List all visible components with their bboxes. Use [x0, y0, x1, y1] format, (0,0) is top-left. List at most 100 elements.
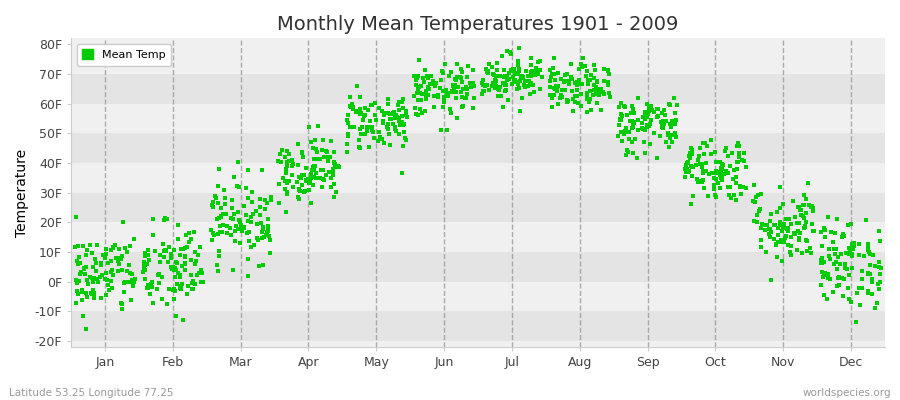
Point: [453, 74, 467, 80]
Point: [292, 174, 306, 181]
Point: [814, 229, 828, 236]
Point: [515, 72, 529, 79]
Point: [246, 211, 260, 218]
Point: [68, 214, 83, 221]
Point: [739, 164, 753, 170]
Point: [157, 247, 171, 254]
Point: [706, 182, 721, 188]
Point: [169, 313, 184, 319]
Point: [231, 217, 246, 224]
Point: [842, 272, 857, 278]
Point: [482, 87, 496, 94]
Point: [184, 236, 198, 243]
Point: [555, 93, 570, 100]
Point: [714, 184, 728, 191]
Point: [173, 274, 187, 280]
Point: [212, 248, 226, 254]
Point: [182, 239, 196, 246]
Point: [418, 88, 433, 94]
Point: [580, 90, 594, 96]
Point: [104, 258, 118, 264]
Point: [814, 260, 829, 267]
Point: [415, 109, 429, 116]
Point: [383, 142, 398, 148]
Point: [450, 74, 464, 80]
Point: [114, 253, 129, 259]
Point: [89, 268, 104, 274]
Point: [684, 144, 698, 151]
Point: [497, 67, 511, 74]
Point: [381, 110, 395, 116]
Point: [341, 132, 356, 139]
Point: [400, 114, 414, 121]
Point: [354, 110, 368, 116]
Point: [331, 164, 346, 170]
Point: [580, 77, 595, 84]
Point: [831, 254, 845, 260]
Point: [170, 260, 184, 266]
Point: [448, 76, 463, 82]
Point: [434, 77, 448, 83]
Point: [587, 62, 601, 68]
Point: [638, 116, 652, 122]
Point: [138, 276, 152, 282]
Point: [326, 169, 340, 175]
Point: [507, 66, 521, 73]
Point: [446, 88, 460, 94]
Point: [504, 66, 518, 73]
Point: [773, 218, 788, 225]
Point: [459, 86, 473, 92]
Point: [241, 273, 256, 280]
Point: [550, 88, 564, 95]
Point: [737, 150, 751, 156]
Point: [816, 259, 831, 265]
Point: [511, 84, 526, 91]
Point: [440, 90, 454, 96]
Point: [775, 258, 789, 264]
Point: [299, 165, 313, 172]
Point: [84, 290, 98, 296]
Point: [728, 180, 742, 186]
Point: [389, 112, 403, 118]
Point: [864, 291, 878, 298]
Point: [72, 278, 86, 284]
Point: [230, 182, 244, 189]
Point: [535, 74, 549, 80]
Point: [328, 164, 343, 170]
Point: [842, 244, 856, 251]
Point: [586, 92, 600, 98]
Point: [776, 200, 790, 207]
Point: [151, 280, 166, 286]
Point: [746, 182, 760, 188]
Point: [392, 99, 407, 105]
Point: [650, 114, 664, 120]
Point: [69, 288, 84, 294]
Point: [862, 262, 877, 268]
Point: [259, 200, 274, 206]
Point: [560, 99, 574, 106]
Point: [372, 104, 386, 111]
Point: [839, 250, 853, 256]
Bar: [71, 74, 885, 104]
Point: [206, 198, 220, 205]
Point: [125, 276, 140, 283]
Point: [715, 172, 729, 179]
Point: [778, 233, 793, 239]
Point: [872, 264, 886, 270]
Point: [698, 139, 712, 146]
Point: [83, 274, 97, 280]
Point: [344, 103, 358, 109]
Point: [770, 242, 784, 248]
Point: [99, 292, 113, 298]
Point: [461, 63, 475, 69]
Point: [450, 84, 464, 90]
Title: Monthly Mean Temperatures 1901 - 2009: Monthly Mean Temperatures 1901 - 2009: [277, 15, 679, 34]
Point: [194, 267, 208, 274]
Point: [762, 226, 777, 232]
Point: [86, 274, 100, 281]
Point: [663, 102, 678, 108]
Point: [485, 64, 500, 70]
Point: [706, 175, 721, 181]
Point: [612, 104, 626, 110]
Point: [87, 274, 102, 281]
